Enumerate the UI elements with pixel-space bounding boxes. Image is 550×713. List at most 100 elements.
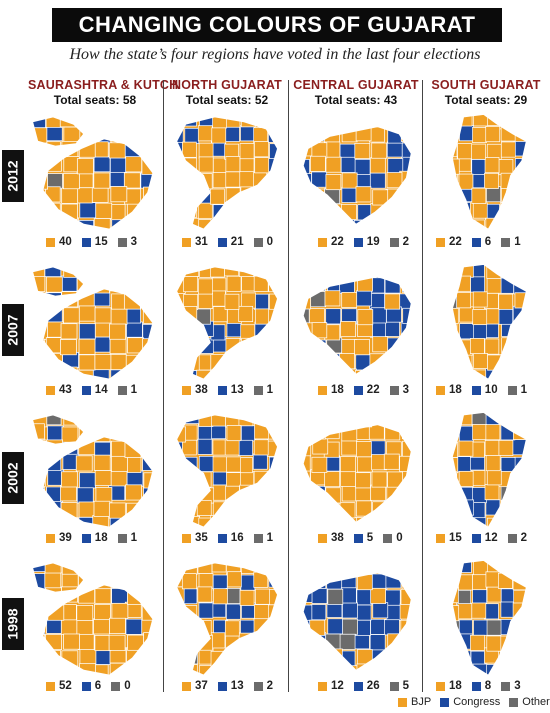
constituency-patch (126, 275, 143, 292)
swatch-bjp (182, 385, 191, 395)
seat-counts-south-2012: 22 6 1 (436, 236, 527, 248)
constituency-patch (485, 424, 501, 441)
constituency-patch (47, 604, 65, 621)
constituency-patch (76, 620, 94, 637)
constituency-patch (387, 471, 403, 488)
constituency-patch (399, 336, 412, 353)
swatch-bjp (318, 385, 327, 395)
constituency-patch (459, 125, 474, 142)
constituency-patch (452, 663, 460, 676)
constituency-patch (401, 424, 412, 427)
count-congress: 10 (484, 384, 498, 396)
region-name: NORTH GUJARAT (171, 78, 282, 92)
constituency-patch (500, 648, 515, 665)
constituency-patch (458, 219, 474, 230)
constituency-patch (528, 127, 542, 142)
constituency-patch (176, 353, 186, 370)
constituency-patch (110, 275, 127, 292)
constituency-patch (303, 126, 313, 143)
constituency-patch (384, 262, 399, 276)
constituency-patch (512, 560, 527, 574)
constituency-patch (340, 587, 357, 604)
constituency-patch (126, 266, 144, 280)
constituency-patch (356, 589, 373, 606)
constituency-patch (109, 572, 127, 589)
constituency-patch (140, 352, 153, 369)
constituency-patch (124, 664, 142, 676)
constituency-patch (303, 469, 311, 486)
constituency-patch (340, 156, 357, 173)
constituency-patch (527, 559, 541, 574)
constituency-patch (140, 426, 153, 443)
constituency-patch (125, 484, 142, 501)
constituency-patch (399, 516, 412, 523)
constituency-patch (341, 368, 357, 375)
region-name: CENTRAL GUJARAT (293, 78, 419, 92)
constituency-patch (198, 292, 213, 309)
constituency-patch (354, 276, 370, 278)
constituency-patch (109, 354, 127, 370)
constituency-patch (369, 634, 386, 651)
constituency-patch (176, 414, 185, 425)
constituency-patch (514, 173, 527, 190)
constituency-patch (356, 424, 373, 428)
constituency-patch (370, 202, 387, 219)
constituency-patch (142, 203, 153, 220)
constituency-patch (183, 664, 198, 676)
constituency-patch (32, 500, 47, 517)
constituency-patch (176, 426, 186, 443)
constituency-patch (78, 338, 96, 355)
constituency-patch (176, 562, 186, 573)
constituency-patch (110, 186, 128, 203)
constituency-patch (176, 201, 183, 218)
constituency-patch (309, 485, 326, 502)
constituency-patch (142, 367, 153, 380)
constituency-patch (252, 453, 268, 470)
constituency-patch (32, 605, 47, 622)
constituency-patch (238, 219, 254, 230)
constituency-patch (310, 663, 327, 671)
constituency-patch (527, 278, 541, 293)
constituency-patch (198, 142, 214, 159)
constituency-patch (240, 663, 255, 676)
constituency-patch (224, 620, 240, 637)
constituency-patch (183, 336, 198, 353)
year-label-2002: 2002 (2, 452, 24, 504)
constituency-patch (472, 309, 488, 326)
constituency-patch (94, 562, 112, 572)
constituency-patch (303, 455, 311, 472)
constituency-patch (303, 367, 314, 375)
constituency-patch (212, 484, 228, 501)
constituency-patch (452, 650, 459, 667)
constituency-patch (32, 664, 47, 676)
constituency-patch (309, 499, 325, 516)
swatch-bjp (436, 681, 445, 691)
map-central-2002 (302, 424, 412, 523)
constituency-patch (78, 266, 96, 279)
constituency-patch (371, 142, 388, 159)
swatch-others (501, 681, 511, 691)
count-congress: 18 (94, 532, 108, 544)
constituency-patch (458, 440, 474, 457)
constituency-patch (528, 337, 542, 352)
constituency-patch (225, 664, 241, 676)
constituency-patch (94, 116, 112, 130)
constituency-patch (109, 170, 127, 187)
constituency-patch (125, 618, 143, 635)
constituency-patch (240, 125, 255, 142)
constituency-patch (526, 502, 527, 518)
map-south-2012 (430, 113, 542, 230)
constituency-patch (498, 308, 514, 325)
page-title: CHANGING COLOURS OF GUJARAT (52, 8, 502, 42)
constituency-patch (430, 588, 444, 603)
constituency-patch (32, 438, 46, 455)
legend-swatch-others (509, 697, 519, 707)
constituency-patch (430, 157, 443, 172)
constituency-patch (512, 353, 527, 370)
constituency-patch (452, 501, 459, 518)
constituency-patch (514, 292, 527, 309)
constituency-patch (355, 517, 371, 523)
constituency-patch (458, 173, 474, 190)
constituency-patch (183, 634, 199, 651)
constituency-patch (341, 291, 358, 308)
